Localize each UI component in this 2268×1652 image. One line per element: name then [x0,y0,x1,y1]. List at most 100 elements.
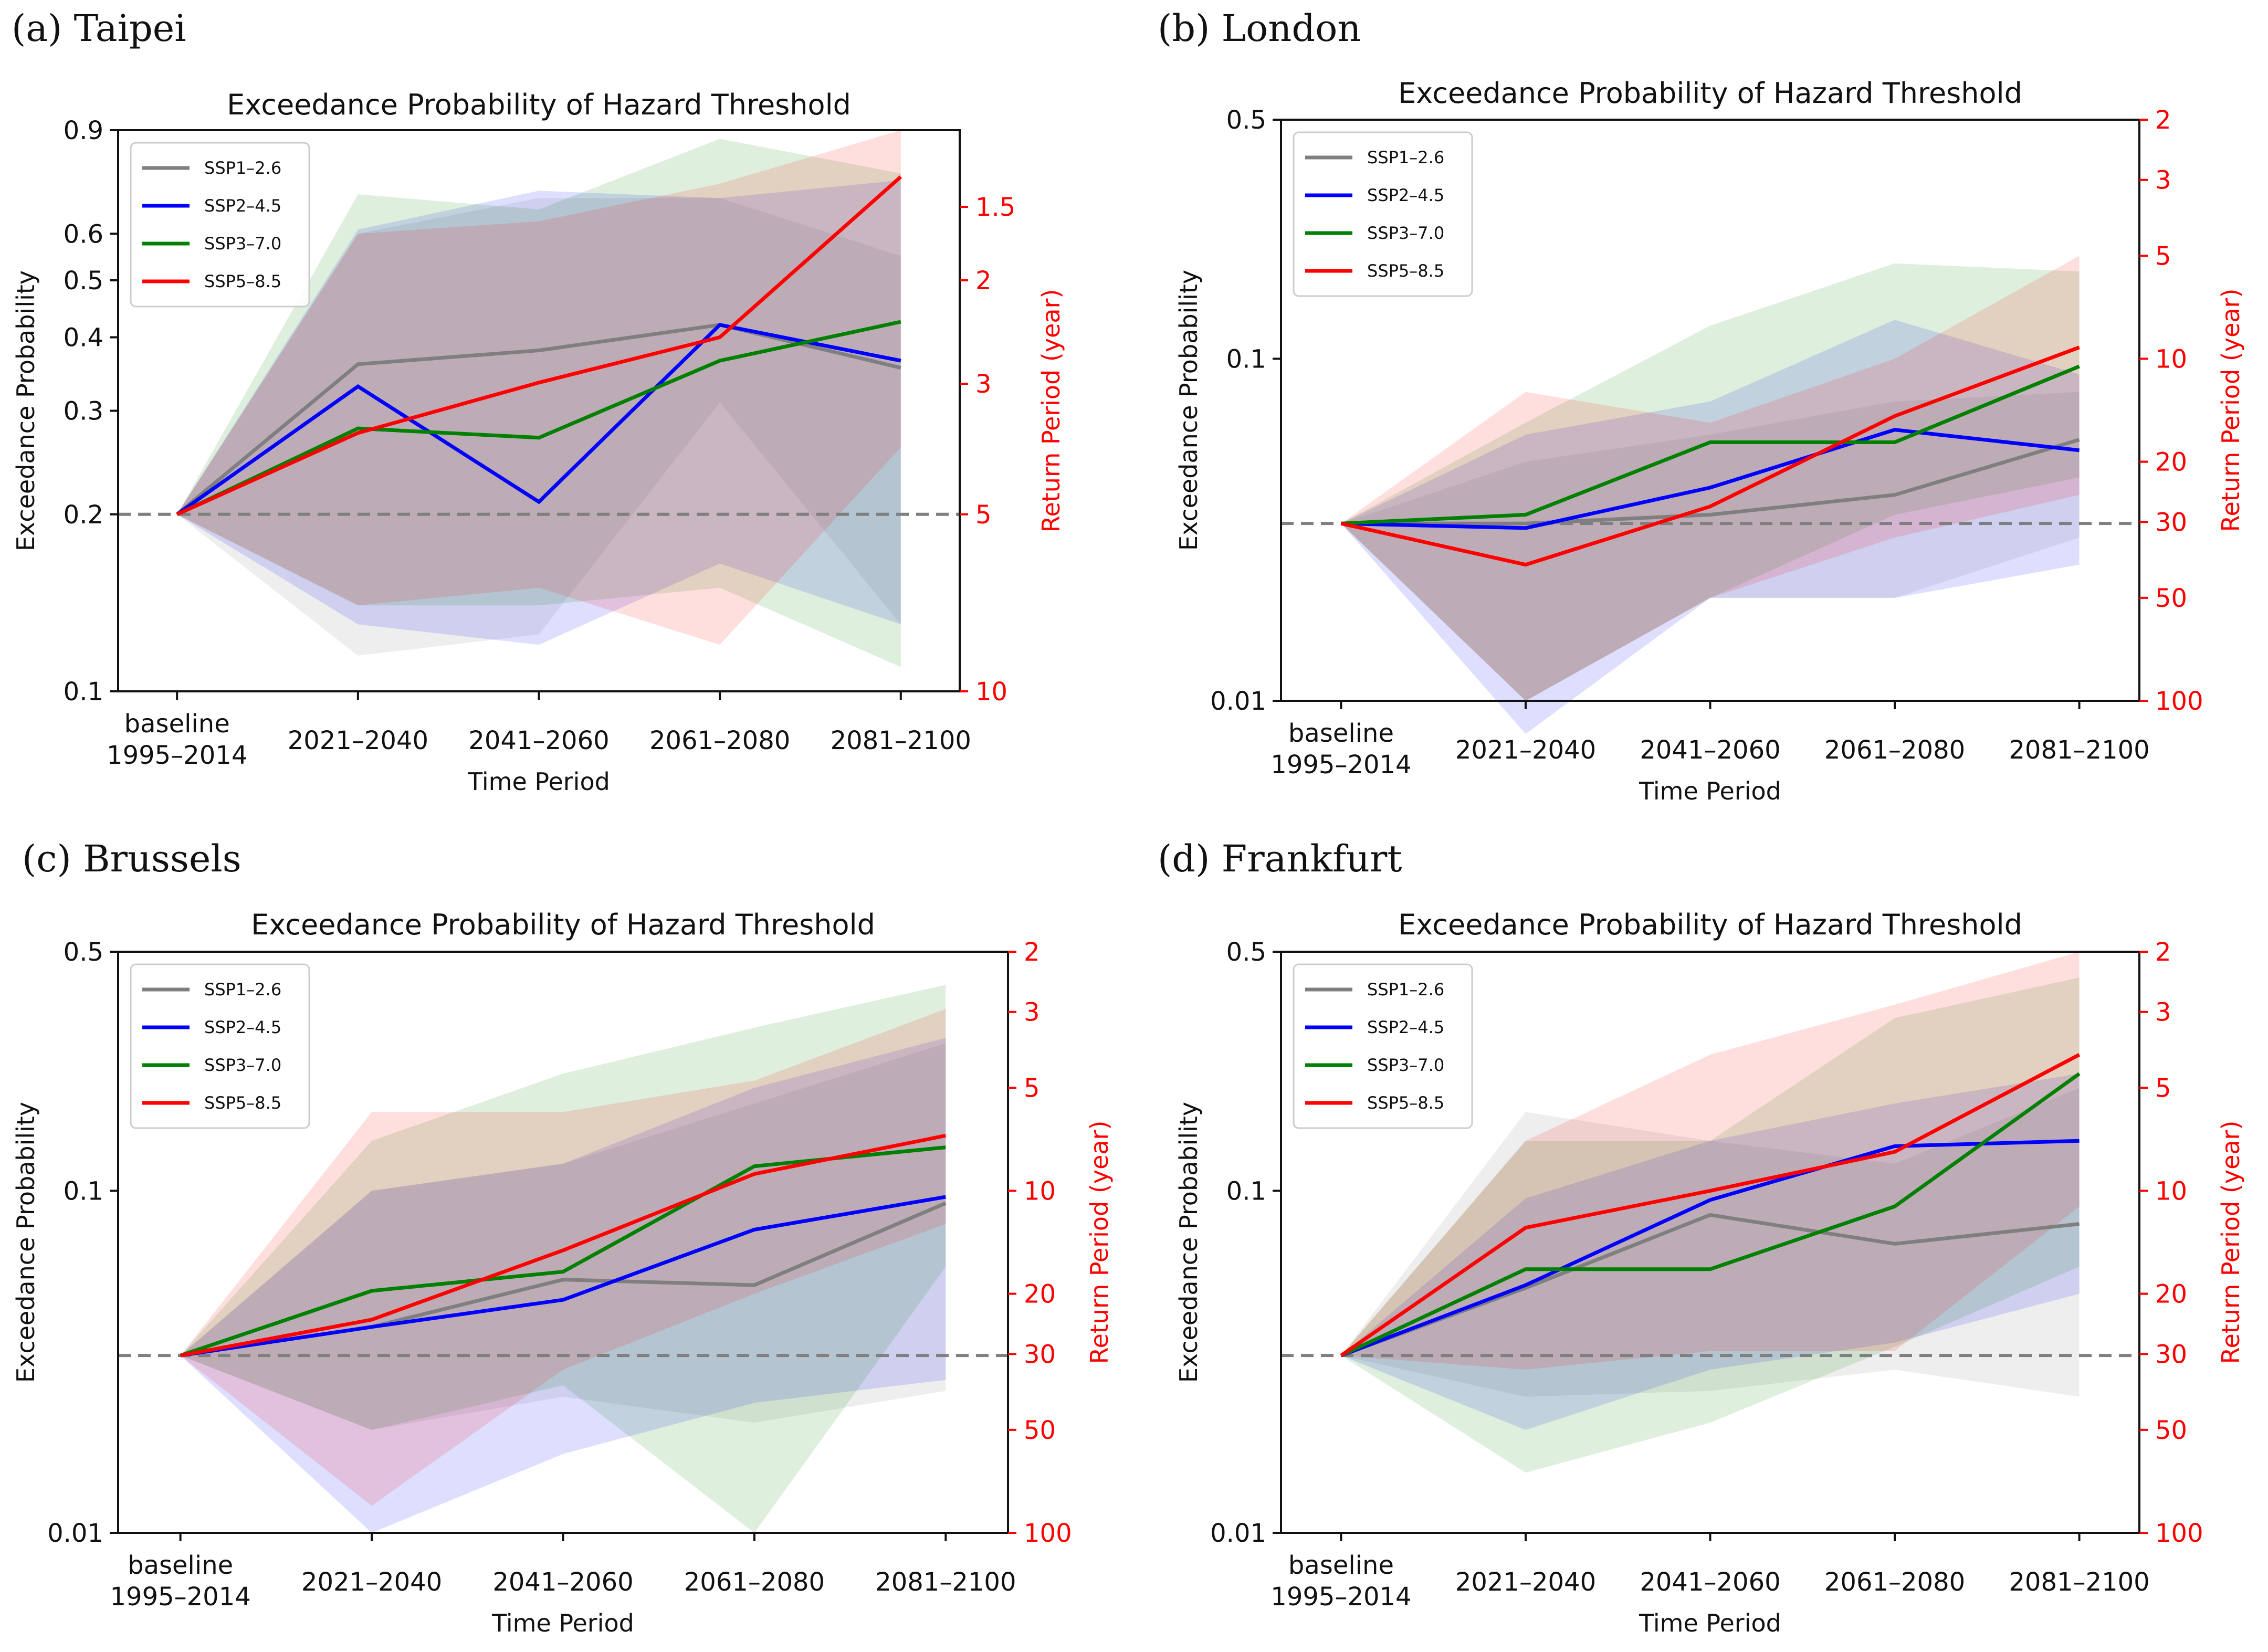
band-ssp3-7-0 [177,139,901,667]
panel-label: (a) Taipei [12,7,186,50]
legend-label-ssp5-8-5: SSP5–8.5 [1367,261,1444,281]
y2-tick-label: 5 [975,500,992,530]
y2-tick-label: 3 [2155,998,2171,1027]
series-line-ssp3-7-0 [1341,364,2080,525]
chart-title: Exceedance Probability of Hazard Thresho… [1398,77,2022,110]
legend: SSP1–2.6 SSP2–4.5 SSP3–7.0 SSP5–8.5 [130,963,310,1129]
legend-label-ssp2-4-5: SSP2–4.5 [1367,1017,1444,1037]
legend-label-ssp2-4-5: SSP2–4.5 [1367,185,1444,205]
y2-tick-label: 30 [2155,508,2187,537]
series-line-ssp3-7-0 [1340,1072,2081,1358]
x-axis-label: Time Period [1639,777,1781,805]
chart-panel-b-london: (b) London Exceedance Probability of Haza… [1158,7,2245,805]
legend-label-ssp3-7-0: SSP3–7.0 [1367,1055,1444,1075]
legend: SSP1–2.6 SSP2–4.5 SSP3–7.0 SSP5–8.5 [1293,963,1473,1129]
x-tick-label: baseline 1995–2014 [110,1551,250,1612]
series-line-ssp5-8-5 [180,1133,946,1358]
series-line-ssp5-8-5 [1340,345,2080,567]
y2-tick-label: 50 [1024,1416,1056,1445]
series-line-ssp5-8-5 [176,175,902,516]
y-tick-label: 0.1 [64,1176,103,1206]
band-ssp5-8-5 [1341,952,2080,1370]
y2-tick-label: 5 [2155,1074,2171,1103]
legend-label-ssp5-8-5: SSP5–8.5 [1367,1093,1444,1113]
y2-axis-label: Return Period (year) [1085,1121,1114,1364]
y2-axis-label: Return Period (year) [2217,1121,2245,1364]
legend-label-ssp1-2-6: SSP1–2.6 [204,158,281,178]
y2-tick-label: 50 [2155,1416,2187,1445]
chart-panel-a-taipei: (a) Taipei Exceedance Probability of Haza… [12,7,1065,796]
y-tick-label: 0.1 [1226,1176,1266,1206]
band-ssp2-4-5 [177,180,901,645]
series-line-ssp2-4-5 [176,323,901,516]
y2-tick-label: 1.5 [975,193,1015,222]
chart-title: Exceedance Probability of Hazard Thresho… [251,908,875,941]
band-ssp1-2-6 [1341,1088,2080,1397]
band-ssp1-2-6 [1341,392,2080,701]
legend-label-ssp2-4-5: SSP2–4.5 [204,1017,281,1037]
y-tick-label: 0.4 [64,323,103,353]
y-tick-label: 0.5 [1226,938,1266,967]
x-tick-label: 2061–2080 [1824,735,1965,765]
legend-label-ssp3-7-0: SSP3–7.0 [204,1055,281,1075]
series-line-ssp1-2-6 [1341,438,2080,525]
legend: SSP1–2.6 SSP2–4.5 SSP3–7.0 SSP5–8.5 [130,142,310,308]
band-ssp2-4-5 [1341,320,2080,734]
chart-title: Exceedance Probability of Hazard Thresho… [227,88,851,121]
x-tick-label: 2061–2080 [1824,1567,1965,1597]
y2-tick-label: 100 [1024,1519,1072,1548]
legend-label-ssp3-7-0: SSP3–7.0 [204,234,281,254]
band-ssp1-2-6 [180,1043,946,1430]
band-ssp5-8-5 [180,1009,946,1506]
y-tick-label: 0.01 [47,1519,103,1548]
y2-tick-label: 10 [2155,1176,2187,1206]
y2-tick-label: 2 [1024,938,1040,967]
series-line-ssp3-7-0 [176,320,901,516]
panel-label: (d) Frankfurt [1158,837,1402,880]
legend-box [130,963,310,1129]
y2-tick-label: 50 [2155,584,2187,613]
y2-tick-label: 2 [2155,938,2171,967]
legend-label-ssp1-2-6: SSP1–2.6 [1367,980,1444,999]
y2-tick-label: 2 [975,266,992,296]
band-ssp3-7-0 [1341,977,2080,1473]
x-axis-label: Time Period [491,1609,634,1637]
y2-tick-label: 30 [2155,1340,2187,1369]
series-line-ssp5-8-5 [1340,1053,2081,1358]
band-ssp5-8-5 [1341,256,2080,701]
band-ssp3-7-0 [1341,263,2080,701]
legend-label-ssp2-4-5: SSP2–4.5 [204,196,281,216]
x-tick-label: 2041–2060 [1640,735,1780,765]
x-tick-label: 2021–2040 [1455,735,1596,765]
band-ssp2-4-5 [1341,1074,2080,1430]
legend-label-ssp3-7-0: SSP3–7.0 [1367,223,1444,243]
y-tick-label: 0.2 [64,500,103,530]
series-line-ssp2-4-5 [180,1195,946,1358]
y2-tick-label: 100 [2155,1519,2203,1548]
x-tick-label: 2041–2060 [492,1567,633,1597]
band-ssp1-2-6 [177,198,901,656]
y-tick-label: 0.3 [64,397,103,426]
y-axis-label: Exceedance Probability [12,270,40,551]
x-tick-label: baseline 1995–2014 [1270,1551,1411,1612]
y2-tick-label: 30 [1024,1340,1056,1369]
x-tick-label: 2021–2040 [288,726,428,755]
y-tick-label: 0.5 [64,266,103,296]
x-tick-label: 2081–2100 [875,1567,1016,1597]
y2-tick-label: 10 [2155,344,2187,374]
x-axis-label: Time Period [467,767,610,796]
legend-label-ssp1-2-6: SSP1–2.6 [1367,148,1444,167]
band-ssp5-8-5 [177,130,901,645]
y-tick-label: 0.6 [64,219,103,249]
series-line-ssp1-2-6 [175,323,901,516]
x-tick-label: 2081–2100 [2009,1567,2149,1597]
y2-tick-label: 3 [975,370,992,399]
x-tick-label: baseline 1995–2014 [1270,719,1411,780]
y-tick-label: 0.5 [1226,106,1266,135]
x-tick-label: baseline 1995–2014 [107,709,247,770]
y-tick-label: 0.01 [1210,1519,1266,1548]
x-tick-label: 2081–2100 [2009,735,2149,765]
x-tick-label: 2061–2080 [649,726,790,755]
panel-label: (c) Brussels [22,837,242,880]
